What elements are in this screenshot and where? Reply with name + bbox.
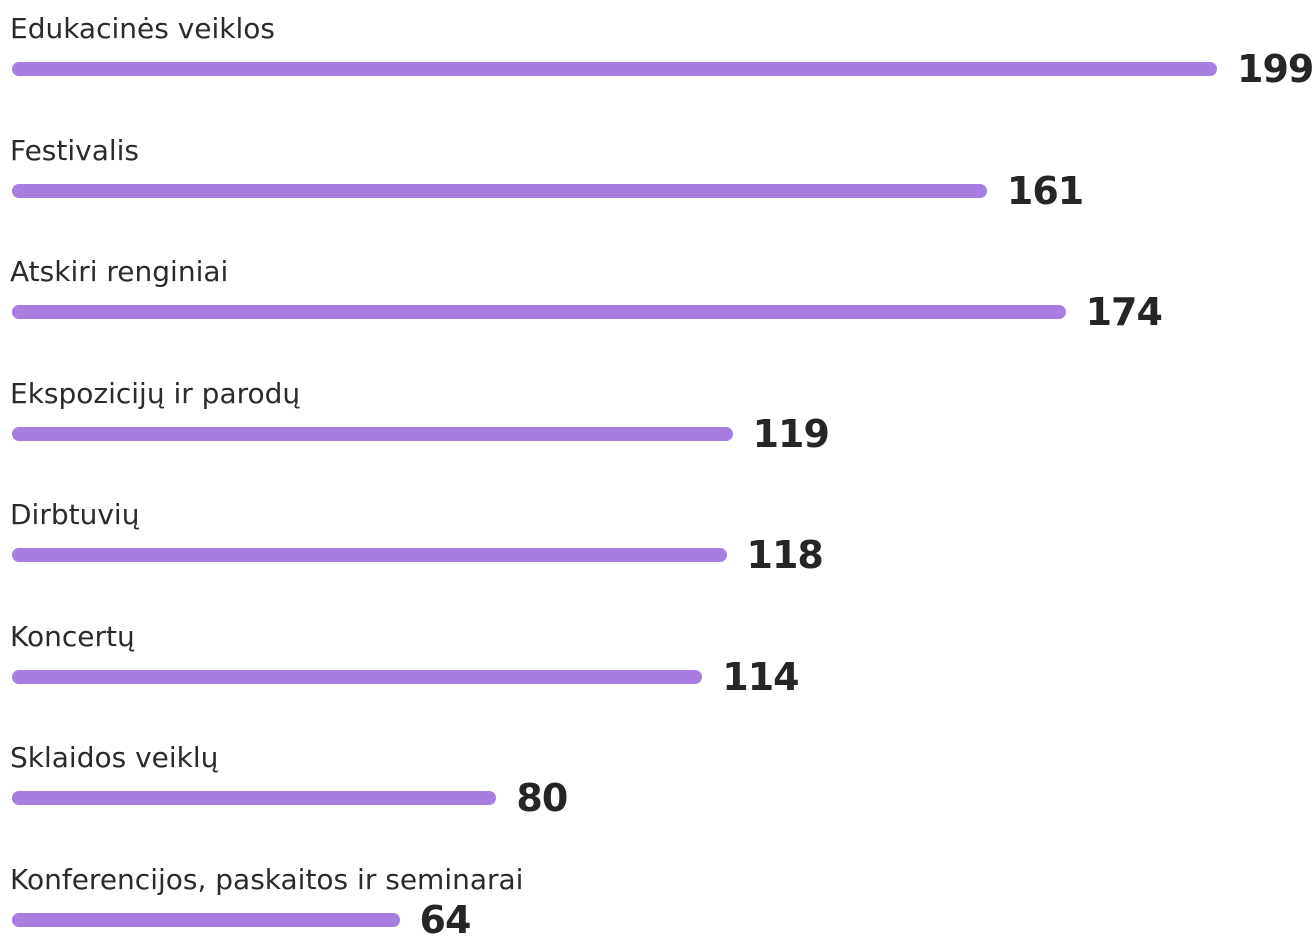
bar: [12, 548, 727, 562]
category-label: Ekspozicijų ir parodų: [10, 376, 301, 410]
category-label: Koncertų: [10, 619, 135, 653]
value-label: 114: [722, 654, 799, 699]
category-label: Konferencijos, paskaitos ir seminarai: [10, 862, 524, 896]
category-label: Edukacinės veiklos: [10, 12, 276, 45]
bar: [12, 669, 703, 684]
value-label: 119: [752, 411, 830, 456]
value-label: 174: [1085, 290, 1163, 334]
bar: [12, 62, 1217, 76]
value-label: 199: [1237, 47, 1314, 91]
bar: [12, 183, 987, 198]
bar: [12, 912, 400, 927]
category-label: Festivalis: [10, 133, 140, 167]
bar: [12, 305, 1066, 319]
value-label: 80: [516, 776, 568, 820]
category-label: Atskiri renginiai: [10, 255, 229, 288]
bar: [12, 791, 497, 805]
category-label: Dirbtuvių: [10, 498, 140, 531]
value-label: 118: [746, 533, 824, 577]
bar: [12, 426, 733, 441]
value-label: 64: [419, 897, 472, 942]
value-label: 161: [1006, 168, 1084, 213]
category-label: Sklaidos veiklų: [10, 741, 219, 774]
